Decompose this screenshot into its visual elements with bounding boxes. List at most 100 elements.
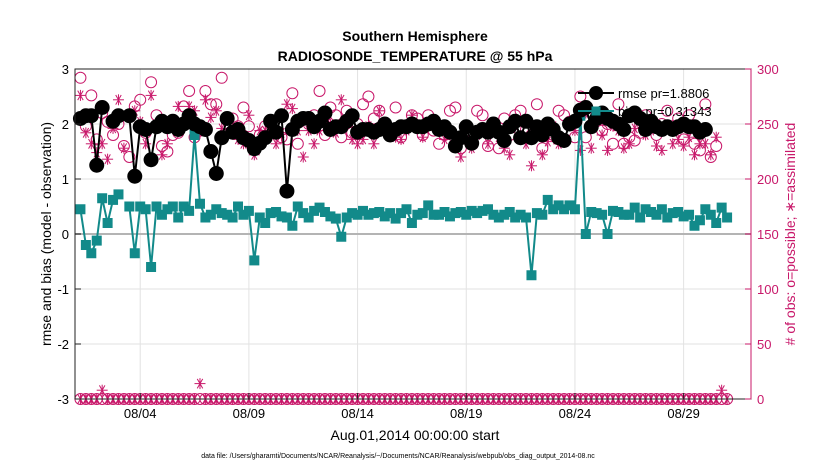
rmse-marker [697,122,713,137]
assimilated-obs-marker [80,127,92,139]
possible-obs-marker [449,101,462,114]
bias-marker [287,220,298,231]
footnote: data file: /Users/gharamti/Documents/NCA… [201,453,595,460]
bias-marker [602,229,613,239]
legend-label-bias: bias pr=0.31343 [618,104,712,119]
bias-marker [482,204,493,215]
assimilated-obs-marker [596,129,608,141]
assimilated-obs-marker [243,109,255,121]
assimilated-obs-marker [335,94,347,106]
bias-marker [97,193,108,204]
rmse-marker [208,166,224,181]
bias-marker [86,248,97,259]
y-tick-label-right: 150 [757,227,779,242]
bias-marker [102,218,113,228]
possible-obs-marker [661,104,674,117]
y-tick-label-right: 100 [757,282,779,297]
bias-marker [281,212,292,223]
possible-obs-marker [183,85,196,97]
assimilated-obs-marker [112,94,124,106]
bias-marker [504,207,515,217]
bias-marker [700,204,711,215]
possible-obs-marker [237,101,250,114]
bias-marker [385,208,396,219]
bias-marker [254,212,265,223]
assimilated-obs-marker [678,140,690,152]
possible-obs-marker [215,71,228,84]
rmse-marker [121,108,137,124]
rmse-marker [616,122,632,137]
bias-marker [629,202,640,213]
assimilated-obs-marker [205,111,217,123]
bias-marker [521,212,532,223]
rmse-marker [89,157,105,173]
bias-marker [705,209,716,220]
bias-marker [80,240,91,250]
rmse-marker [143,152,159,168]
assimilated-obs-marker [286,103,298,115]
assimilated-obs-marker [373,105,385,117]
bias-marker [417,208,428,219]
rmse-marker [496,133,512,148]
assimilated-obs-marker [618,142,630,154]
rmse-marker [556,133,572,148]
rmse-marker [219,111,235,126]
possible-obs-marker [313,85,326,97]
assimilated-obs-marker [585,142,597,154]
bias-marker [249,255,260,266]
assimilated-obs-marker [650,140,662,152]
assimilated-obs-marker [504,149,516,161]
assimilated-obs-marker [297,151,309,163]
assimilated-obs-marker [455,151,467,163]
assimilated-obs-marker [352,138,364,150]
assimilated-obs-marker [140,138,152,150]
rmse-marker [197,122,213,137]
y-tick-label-left: -1 [57,282,69,297]
bias-marker [260,218,271,228]
possible-obs-marker [134,93,147,106]
possible-obs-marker [574,90,587,103]
possible-obs-marker [612,98,625,111]
assimilated-obs-marker [308,138,320,150]
x-tick-label: 08/29 [667,406,700,421]
bias-marker [580,229,591,239]
assimilated-obs-marker [395,133,407,145]
assimilated-obs-marker [482,138,494,150]
bias-marker [537,209,548,220]
possible-obs-marker [286,87,299,100]
bias-marker [651,209,662,220]
assimilated-obs-marker [199,94,211,106]
legend-label-rmse: rmse pr=1.8806 [618,86,709,101]
rmse-marker [83,108,99,124]
bias-marker [401,204,412,215]
possible-obs-marker [291,137,304,150]
bias-marker [694,215,705,226]
assimilated-obs-marker [602,144,614,156]
bias-marker [722,212,733,223]
legend-marker-bias [591,106,601,116]
assimilated-obs-marker [145,89,157,101]
x-tick-label: 08/24 [559,406,592,421]
y-tick-label-right: 300 [757,62,779,77]
bias-marker [292,201,303,212]
bias-marker [711,218,722,228]
bias-marker [336,231,347,242]
assimilated-obs-marker [210,105,222,117]
possible-obs-marker [123,151,136,163]
possible-obs-marker [530,98,543,111]
rmse-marker [279,183,295,199]
bias-marker [194,198,205,209]
assimilated-obs-marker [710,131,722,143]
bias-marker [173,212,184,223]
rmse-marker [94,100,110,115]
bias-marker [684,209,695,220]
bias-marker [75,204,86,215]
assimilated-obs-marker [672,133,684,145]
bias-marker [205,209,216,220]
possible-obs-marker [362,90,375,103]
bias-marker [151,201,162,212]
assimilated-obs-marker [705,149,717,161]
assimilated-obs-marker [688,149,700,161]
possible-obs-marker [145,76,158,89]
assimilated-obs-marker [525,160,537,172]
